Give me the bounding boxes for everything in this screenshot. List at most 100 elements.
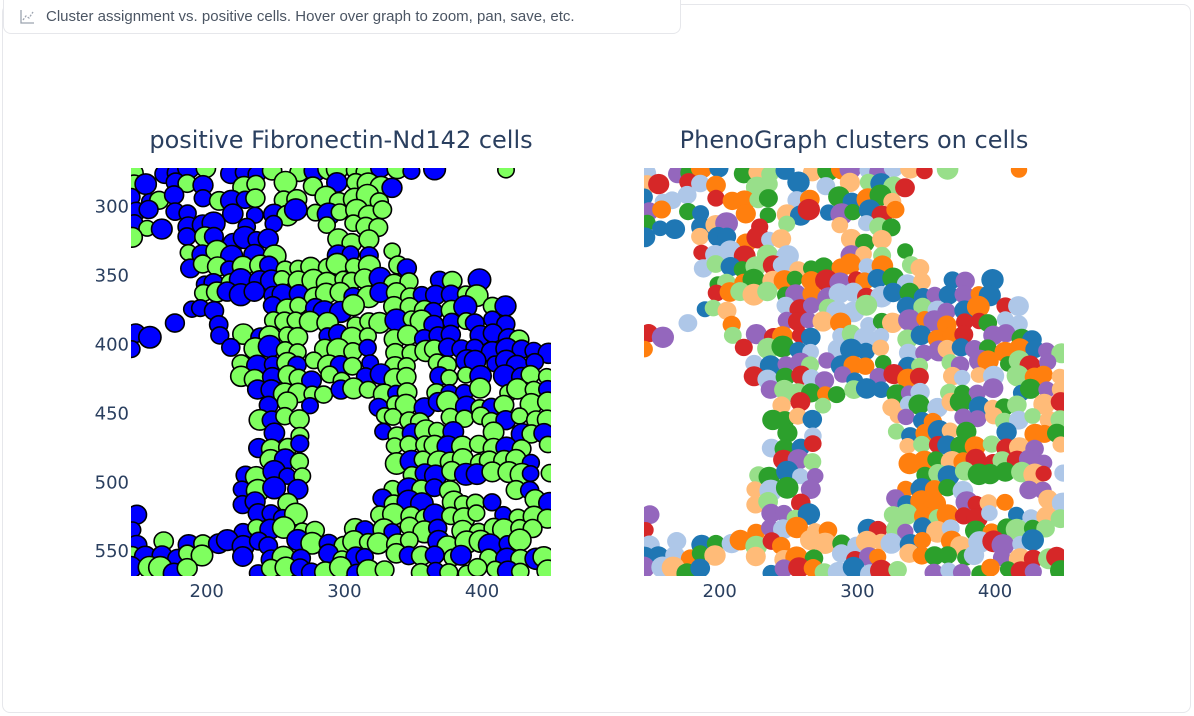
cluster-cell [771,335,794,358]
positive-cell [510,407,529,425]
cluster-cell [966,295,990,318]
positive-cell [497,168,515,179]
cluster-cell [899,438,916,454]
negative-cell [482,493,502,512]
cluster-cell [856,357,875,375]
negative-cell [402,168,421,180]
positive-cell [540,463,551,483]
cluster-cell [913,297,933,316]
cluster-cell [648,173,670,195]
cluster-cell [1023,549,1043,569]
cluster-cell [1051,492,1064,514]
cluster-cell [772,256,792,274]
negative-cell [283,198,308,222]
positive-cell [314,385,334,404]
cluster-cell [981,269,1004,291]
chart-icon [20,9,34,24]
cluster-cell [785,516,808,539]
cluster-cell [954,285,974,304]
cluster-cell [979,463,1001,485]
y-tick-label: 500 [95,472,129,493]
cluster-cell [692,205,710,222]
cluster-cell [734,338,753,357]
cluster-cell [872,339,890,356]
cluster-cell [886,200,905,219]
cluster-cell [1050,392,1064,412]
cluster-cell [786,270,804,287]
cluster-cell [812,311,834,332]
cluster-cell [952,563,971,576]
negative-cell [290,434,310,453]
plot-area-positive[interactable] [119,157,560,583]
cluster-cell [883,168,904,178]
cluster-cell [746,481,764,498]
cluster-cell [814,397,832,414]
cluster-cell [1019,480,1039,500]
cluster-cell [897,243,914,259]
cluster-cell [887,423,905,440]
cluster-cell [963,545,985,566]
positive-cell [507,528,532,552]
cluster-cell [855,246,872,262]
cluster-cell [757,281,778,302]
negative-cell [449,544,472,566]
cluster-cell [855,294,878,316]
x-tick-label: 200 [190,581,224,602]
negative-cell [210,326,230,345]
negative-cell [164,313,186,333]
cluster-cell [677,185,697,205]
cluster-cell [644,522,654,538]
cluster-cell [761,503,781,523]
positive-cell [440,369,459,387]
positive-cell [190,544,214,567]
cluster-cell [913,435,931,453]
cluster-cell [1054,464,1064,482]
cluster-cell [880,533,903,554]
cluster-cell [924,563,944,576]
cluster-cell [1008,506,1025,523]
cluster-cell [652,220,669,237]
panel-title-positive: positive Fibronectin-Nd142 cells [149,126,532,154]
cluster-cell [954,369,971,386]
cluster-cell [652,200,671,219]
cluster-cell [788,407,807,425]
cluster-cell [1006,365,1029,387]
axes-clusters: 200 300 400 [703,581,1013,602]
cluster-cell [1050,509,1064,529]
cluster-cell [706,175,726,195]
cluster-cell [895,178,915,198]
cluster-cell [898,343,918,362]
positive-cell [536,559,551,576]
cluster-cell [803,453,822,471]
cluster-cell [1009,315,1028,333]
x-tick-label: 400 [465,581,499,602]
cluster-cell [707,189,725,207]
cluster-cell [644,505,660,525]
cluster-cell [954,408,973,426]
cluster-cell [842,556,865,576]
cluster-cell [1033,393,1056,415]
cluster-cell [709,168,729,178]
negative-cell [243,280,266,302]
cluster-cell [1050,560,1064,576]
negative-cell [423,168,447,181]
positive-cell [536,391,551,413]
negative-cell [300,397,319,415]
cluster-cell [801,327,821,347]
cluster-cell [1035,465,1052,482]
positive-cell [439,563,459,576]
cluster-cell [1008,296,1029,317]
cluster-cell [996,493,1014,511]
cluster-cell [897,408,915,426]
cluster-cell [814,532,837,554]
cluster-cell [970,367,988,383]
plot-area-clusters[interactable] [632,157,1073,583]
cluster-cell [803,297,820,314]
cluster-cell [723,326,742,344]
cluster-cell [691,227,709,246]
y-tick-label: 300 [95,197,129,218]
positive-cell [289,296,308,315]
positive-cell [131,226,144,248]
negative-cell [131,504,148,525]
